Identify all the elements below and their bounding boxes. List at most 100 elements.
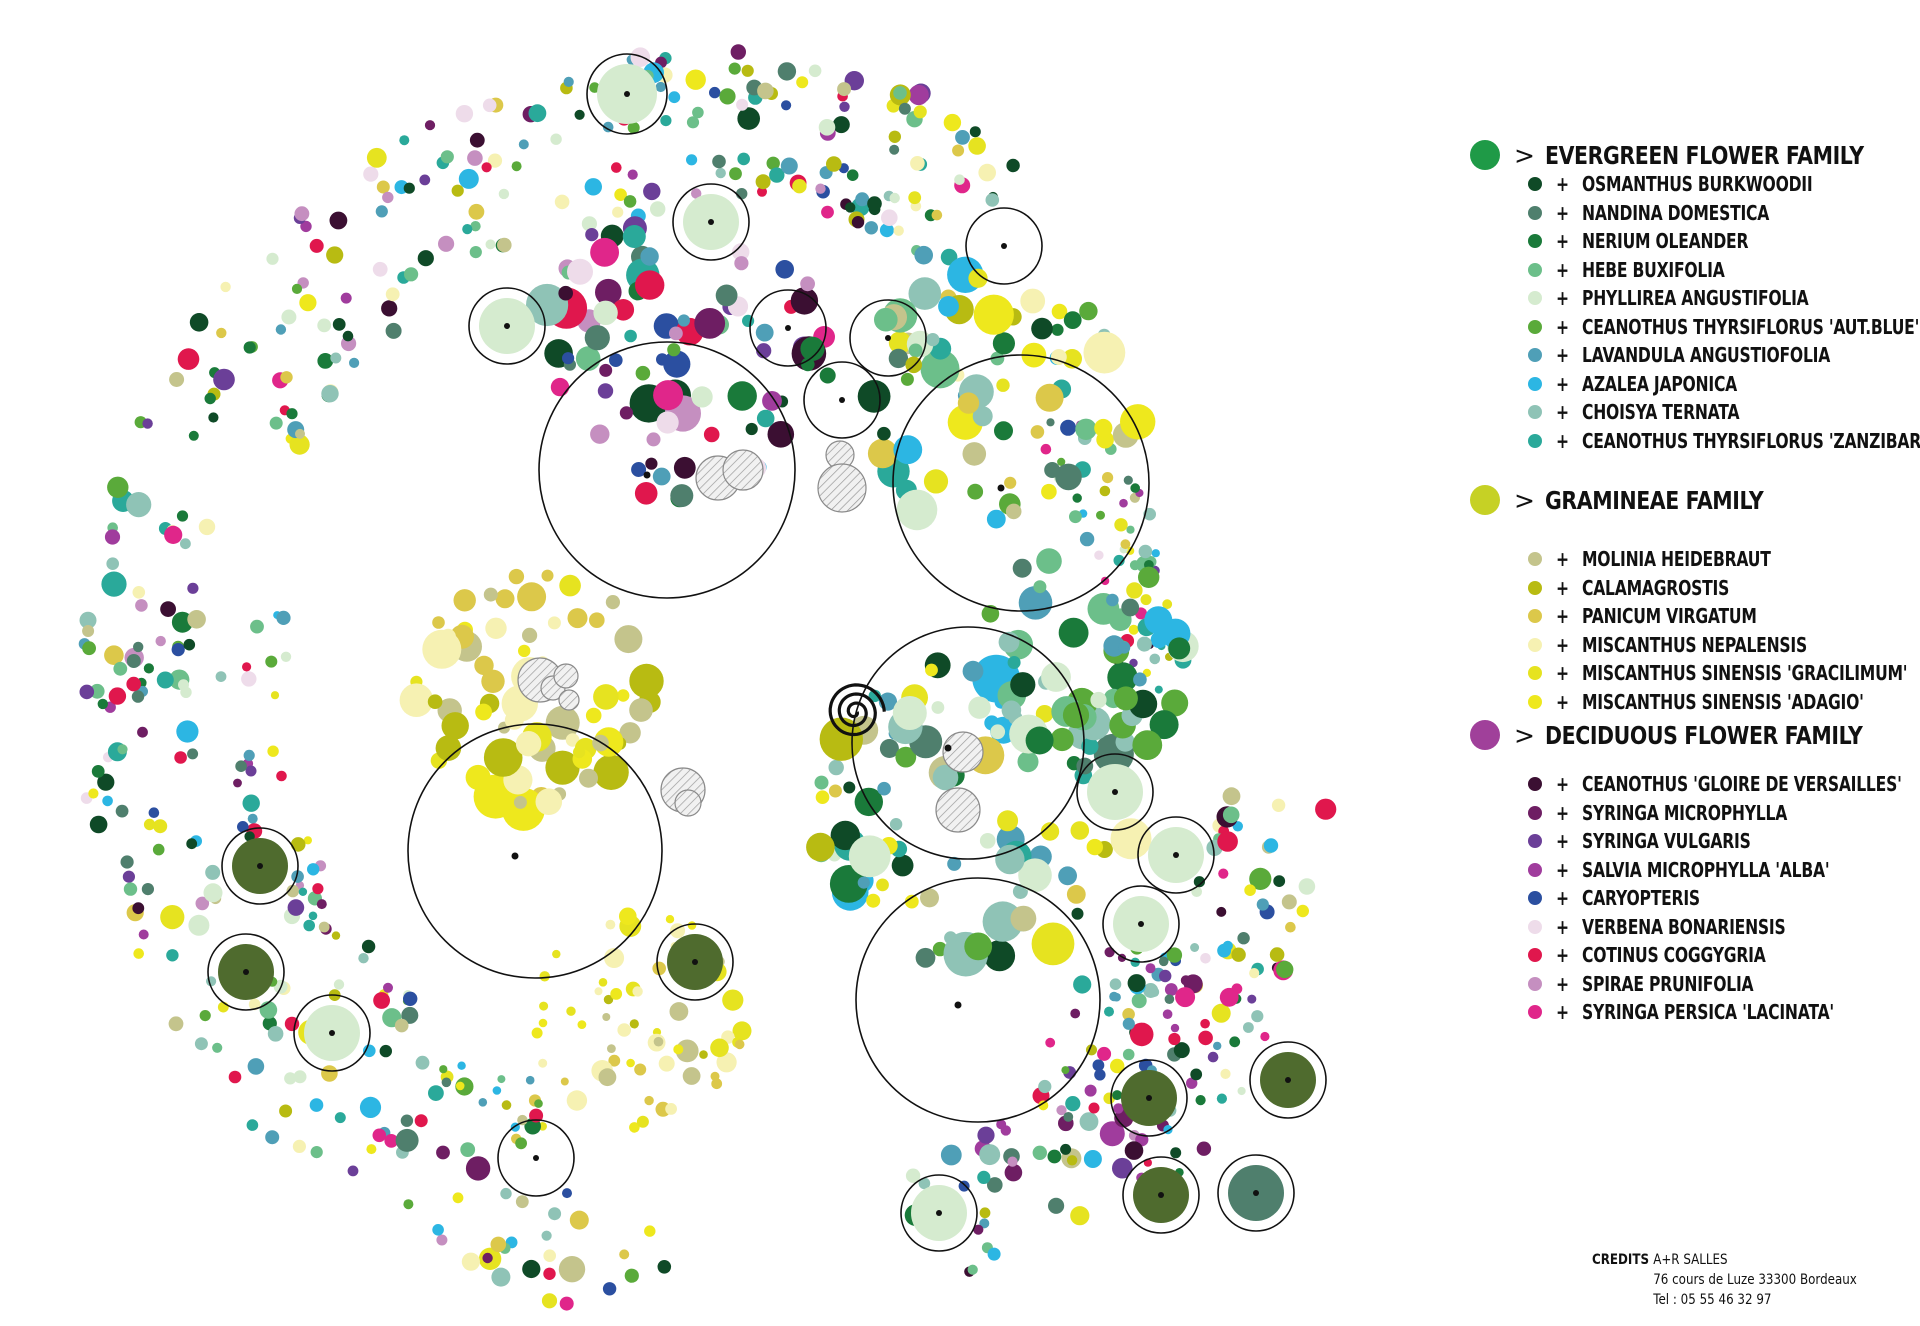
plant-dot [1083,1150,1102,1168]
plant-dot [908,343,923,358]
plus-icon: + [1556,172,1569,197]
plant-dot [415,1055,430,1070]
plant-dot [973,294,1014,335]
plus-icon: + [1556,971,1569,996]
plant-dot [359,1096,382,1118]
tree-centre [1173,852,1179,858]
plant-dot [594,987,603,996]
canopy-ring [538,341,796,599]
plant-dot [1035,705,1054,723]
plant-dot [171,643,185,657]
canopy-ring [497,1119,575,1197]
plant-dot [148,807,160,818]
plant-dot [866,893,881,908]
plant-dot [565,733,580,747]
existing-tree [817,463,867,513]
plant-dot [248,998,261,1011]
plant-dot [1162,1009,1173,1019]
plant-dot [1243,1022,1254,1033]
plant-dot [598,1068,617,1087]
plant-dot [266,252,279,265]
plant-dot [1164,994,1175,1004]
plant-dot [1041,483,1057,500]
canopy-ring [1217,1154,1295,1232]
plant-dot [478,1098,488,1107]
family-header-2: > DECIDUOUS FLOWER FAMILY [1470,720,1920,750]
plant-dot [1097,1046,1112,1061]
plant-dot [1104,947,1115,958]
plant-dot [500,1187,512,1200]
plant-dot [709,86,721,99]
legend-color-dot [1528,405,1542,420]
plant-dot [291,283,303,294]
plant-dot [270,691,280,700]
plus-icon: + [1556,343,1569,368]
family-title: DECIDUOUS FLOWER FAMILY [1544,720,1863,750]
plant-dot [376,180,390,194]
plant-dot [435,735,462,761]
plant-dot [737,152,750,166]
plant-dot [1031,922,1075,966]
plant-dot [513,795,527,809]
plant-dot [299,294,317,312]
plant-dot [1086,838,1104,856]
plant-dot [395,1128,419,1152]
plant-dot [522,627,538,644]
legend-label: NANDINA DOMESTICA [1582,200,1770,225]
plant-dot [814,775,829,790]
plant-dot [987,1247,1001,1261]
plant-dot [579,768,598,788]
plant-dot [404,267,419,282]
plant-dot [467,150,483,166]
legend-item: + SPIRAE PRUNIFOLIA [1528,970,1920,999]
plant-dot [893,435,923,465]
plus-icon: + [1556,200,1569,225]
plant-dot [1256,898,1269,911]
plant-dot [526,283,569,327]
plant-dot [864,221,878,235]
tree-centre [944,744,952,752]
plant-dot [126,654,141,668]
plant-dot [242,662,252,672]
plant-dot [630,47,651,67]
plant-dot [1263,838,1279,853]
canopy-ring [468,287,546,365]
plant-dot [1072,493,1082,503]
plant-dot [287,899,305,916]
plant-dot [294,206,310,222]
plus-icon: + [1556,829,1569,854]
credits-block: CREDITS A+R SALLES 76 cours de Luze 33300… [1592,1252,1857,1312]
plant-dot [220,281,231,293]
plant-dot [559,1296,574,1311]
legend-item: + MISCANTHUS SINENSIS 'GRACILIMUM' [1528,659,1920,688]
plant-dot [775,260,794,279]
plant-dot [1220,1068,1231,1079]
family-title: GRAMINEAE FAMILY [1544,485,1764,515]
legend-label: SPIRAE PRUNIFOLIA [1582,971,1754,996]
plant-dot [541,569,554,582]
plant-dot [781,100,792,111]
legend-item: + SYRINGA MICROPHYLLA [1528,799,1920,828]
plant-dot [317,318,332,333]
legend-item: + COTINUS COGGYGRIA [1528,941,1920,970]
plant-dot [132,902,145,915]
plant-dot [832,116,850,134]
plant-dot [1143,983,1159,998]
plant-dot [381,300,398,317]
plant-dot [626,1058,635,1068]
plus-icon: + [1556,661,1569,686]
plus-icon: + [1556,689,1569,714]
plant-dot [646,432,661,447]
plant-dot [619,722,641,744]
plant-dot [515,1195,529,1209]
plant-dot [97,773,115,791]
tree-centre [643,471,651,479]
plant-dot [1050,349,1067,365]
plant-dot [1170,1147,1182,1159]
plant-dot [877,426,891,441]
plant-dot [940,1144,962,1166]
plant-dot [895,746,917,768]
plant-dot [384,1134,399,1148]
plant-dot [347,1165,359,1177]
plant-dot [1030,425,1045,439]
